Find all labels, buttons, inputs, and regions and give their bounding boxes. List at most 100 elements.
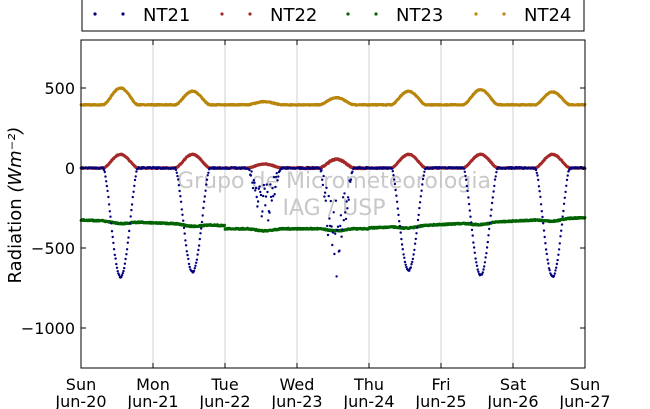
nt21-point: [109, 215, 112, 218]
nt21-point: [114, 257, 117, 260]
nt21-point: [254, 186, 258, 190]
nt21-point: [339, 214, 343, 217]
nt21-point: [125, 248, 129, 251]
nt21-point: [552, 274, 556, 278]
x-tick-label-date: Jun-26: [486, 392, 538, 409]
nt21-point: [193, 267, 196, 270]
nt21-point: [198, 237, 201, 241]
nt21-point: [125, 253, 128, 256]
nt21-point: [200, 227, 203, 230]
nt21-point: [107, 203, 111, 206]
nt21-point: [493, 184, 496, 188]
nt21-point: [490, 201, 494, 205]
nt21-point: [419, 195, 422, 198]
nt21-point: [331, 231, 335, 234]
nt21-point: [274, 185, 277, 189]
nt21-point: [127, 236, 130, 239]
nt21-point: [346, 207, 349, 210]
nt21-point: [413, 242, 417, 245]
nt21-point: [467, 202, 471, 206]
nt21-point: [417, 213, 420, 217]
nt21-point: [262, 183, 266, 187]
nt21-point: [196, 253, 199, 256]
nt21-point: [264, 195, 268, 198]
nt21-point: [539, 195, 542, 199]
nt21-point: [493, 178, 497, 181]
nt21-point: [176, 174, 179, 178]
nt21-point: [256, 200, 260, 203]
nt21-point: [351, 170, 354, 173]
nt21-point: [105, 184, 109, 188]
nt21-point: [104, 175, 107, 178]
nt21-point: [564, 190, 567, 194]
nt21-point: [410, 263, 413, 266]
nt21-point: [276, 179, 279, 182]
nt21-point: [204, 189, 207, 192]
y-tick-label: 0: [65, 159, 75, 178]
nt21-point: [470, 228, 474, 232]
nt21-point: [334, 199, 338, 202]
nt21-point: [200, 220, 204, 224]
nt21-point: [195, 258, 199, 261]
nt21-point: [402, 253, 405, 256]
nt21-point: [492, 190, 495, 193]
nt21-point: [195, 261, 198, 264]
nt21-point: [253, 181, 256, 184]
x-tick-label-date: Jun-21: [126, 392, 178, 409]
nt21-point: [404, 263, 407, 266]
nt21-point: [199, 232, 202, 235]
nt21-point: [474, 257, 477, 260]
nt21-point: [472, 241, 475, 244]
nt21-point: [534, 168, 538, 172]
nt21-point: [327, 194, 330, 198]
legend-label: NT24: [524, 5, 571, 26]
nt21-point: [197, 244, 201, 247]
nt21-point: [261, 210, 264, 213]
nt21-point: [557, 253, 560, 256]
legend-box: [81, 0, 585, 32]
nt21-point: [395, 200, 399, 203]
nt21-point: [340, 235, 343, 238]
nt21-point: [274, 175, 278, 179]
nt21-point: [346, 196, 350, 199]
nt21-point: [416, 226, 419, 229]
legend-marker: [248, 12, 252, 16]
nt21-point: [323, 191, 327, 194]
nt21-point: [343, 192, 346, 195]
nt21-point: [264, 204, 267, 207]
nt21-point: [256, 205, 259, 208]
nt21-point: [275, 172, 278, 175]
nt21-point: [562, 202, 566, 205]
nt21-point: [559, 235, 562, 238]
nt21-point: [555, 262, 559, 266]
nt21-point: [207, 171, 210, 174]
nt21-point: [108, 210, 112, 213]
nt21-point: [395, 194, 398, 197]
nt21-point: [562, 209, 565, 213]
nt21-point: [123, 266, 126, 270]
legend-marker: [502, 12, 506, 16]
nt21-point: [399, 231, 402, 234]
nt21-point: [180, 208, 183, 211]
nt21-point: [105, 180, 108, 183]
nt21-point: [494, 175, 497, 178]
nt21-point: [254, 189, 257, 192]
nt21-point: [332, 211, 335, 214]
nt21-point: [184, 244, 188, 247]
nt21-point: [128, 222, 132, 225]
nt21-point: [135, 170, 138, 173]
nt21-point: [537, 178, 540, 182]
nt21-point: [485, 246, 489, 249]
nt21-point: [411, 257, 415, 261]
nt21-point: [267, 219, 270, 222]
nt21-point: [421, 183, 424, 186]
nt21-point: [488, 227, 491, 231]
nt21-point: [121, 272, 125, 275]
nt21-point: [107, 195, 110, 199]
nt21-point: [115, 262, 118, 266]
nt21-point: [558, 242, 561, 245]
nt21-point: [186, 253, 189, 257]
nt21-point: [192, 269, 196, 273]
x-tick-label-date: Jun-22: [198, 392, 250, 409]
nt21-point: [544, 242, 547, 245]
